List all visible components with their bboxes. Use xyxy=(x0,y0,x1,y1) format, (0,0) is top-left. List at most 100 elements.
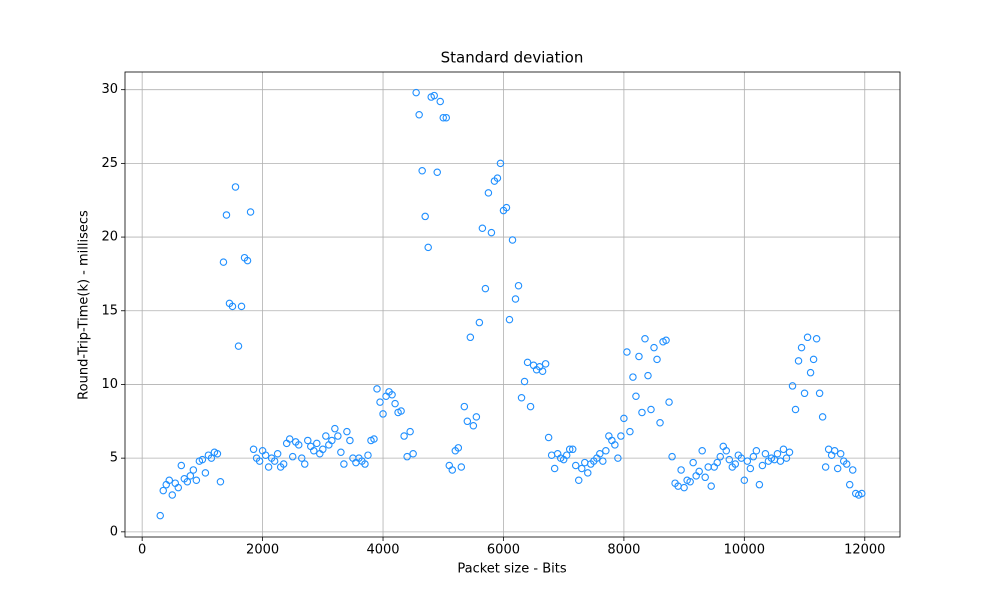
point xyxy=(300,460,309,468)
point xyxy=(514,281,523,290)
point xyxy=(815,389,824,398)
point xyxy=(319,445,327,454)
point xyxy=(388,391,396,399)
point xyxy=(177,461,186,470)
point xyxy=(243,256,252,265)
point xyxy=(442,113,451,122)
point xyxy=(830,447,839,455)
point xyxy=(496,159,505,168)
point xyxy=(484,189,493,197)
y-tick-label: 20 xyxy=(101,230,118,245)
point xyxy=(370,435,378,443)
point xyxy=(379,410,387,418)
y-axis-label: Round-Trip-Time(k) - millisecs xyxy=(77,210,92,400)
point xyxy=(602,447,610,455)
point xyxy=(809,355,818,364)
point xyxy=(174,483,183,492)
point xyxy=(472,413,481,421)
point xyxy=(686,477,694,486)
point xyxy=(689,458,697,467)
point xyxy=(698,447,706,455)
x-tick-label: 2000 xyxy=(246,543,279,558)
point xyxy=(364,451,372,459)
point xyxy=(201,469,210,477)
point xyxy=(520,377,529,386)
point xyxy=(629,373,637,381)
point xyxy=(207,454,216,462)
point xyxy=(222,211,231,219)
point xyxy=(457,463,466,471)
point xyxy=(800,389,809,398)
x-tick-label: 0 xyxy=(138,543,146,558)
point xyxy=(797,343,806,352)
point xyxy=(752,447,761,455)
point xyxy=(644,371,652,380)
point xyxy=(391,399,399,408)
point xyxy=(665,398,673,406)
point xyxy=(803,333,812,342)
point xyxy=(159,486,167,495)
plot-frame xyxy=(124,71,901,538)
point xyxy=(662,336,670,344)
point xyxy=(848,466,857,474)
point xyxy=(183,477,192,486)
point xyxy=(424,243,432,252)
point xyxy=(328,436,336,445)
point xyxy=(833,464,842,473)
point xyxy=(571,461,580,470)
point xyxy=(562,451,571,459)
point xyxy=(192,476,201,485)
point xyxy=(782,454,791,462)
point xyxy=(448,466,457,474)
x-tick-label: 10000 xyxy=(724,543,765,558)
point xyxy=(310,447,318,455)
point xyxy=(478,224,487,232)
point xyxy=(806,368,815,377)
point xyxy=(773,449,782,458)
point xyxy=(599,457,607,465)
point xyxy=(297,454,306,462)
point xyxy=(343,427,351,436)
point xyxy=(794,357,803,365)
point xyxy=(632,392,640,400)
point xyxy=(626,427,634,436)
point xyxy=(788,382,797,390)
point xyxy=(288,452,297,461)
x-tick-label: 12000 xyxy=(844,543,885,558)
point xyxy=(541,360,550,368)
chart-title: Standard deviation xyxy=(441,49,584,67)
point xyxy=(421,212,429,221)
point xyxy=(740,476,749,485)
point xyxy=(505,315,514,324)
point xyxy=(656,419,664,427)
point xyxy=(373,385,381,393)
point xyxy=(677,466,685,474)
point xyxy=(620,414,628,423)
point xyxy=(213,449,222,458)
point xyxy=(279,460,288,468)
point xyxy=(578,464,586,473)
point xyxy=(400,432,408,440)
point xyxy=(475,318,484,327)
point xyxy=(737,454,746,462)
point xyxy=(845,480,854,489)
point xyxy=(858,489,866,498)
x-tick-label: 6000 xyxy=(487,543,520,558)
point xyxy=(481,284,490,293)
point xyxy=(749,452,758,461)
point xyxy=(785,448,794,457)
point xyxy=(466,333,475,342)
point xyxy=(550,464,559,473)
point xyxy=(701,473,709,482)
y-tick-label: 25 xyxy=(101,156,118,171)
point xyxy=(234,342,243,350)
point xyxy=(611,441,619,449)
point xyxy=(779,445,788,454)
point xyxy=(246,208,255,216)
point xyxy=(544,433,553,442)
point xyxy=(412,88,420,97)
point xyxy=(219,258,228,266)
point xyxy=(722,447,731,455)
point xyxy=(406,427,414,436)
point xyxy=(755,480,764,489)
